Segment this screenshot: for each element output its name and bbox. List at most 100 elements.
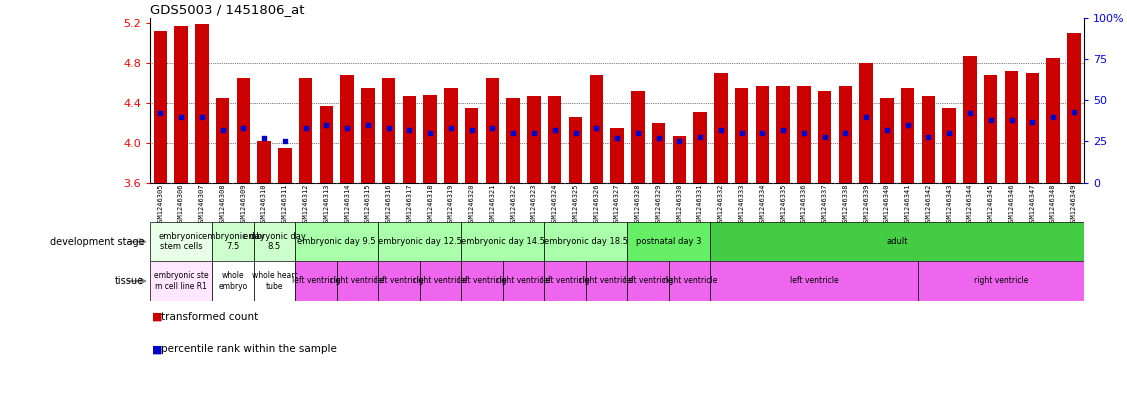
Bar xyxy=(419,261,461,301)
Text: right ventricle: right ventricle xyxy=(496,277,551,285)
Bar xyxy=(527,96,541,183)
Bar xyxy=(777,86,790,183)
Point xyxy=(691,133,709,140)
Text: GSM1246346: GSM1246346 xyxy=(1009,184,1014,226)
Text: GSM1246323: GSM1246323 xyxy=(531,184,536,226)
Text: GSM1246315: GSM1246315 xyxy=(365,184,371,226)
Text: tissue: tissue xyxy=(115,276,144,286)
Point xyxy=(609,135,627,141)
Bar xyxy=(544,261,586,301)
Bar xyxy=(631,91,645,183)
Bar xyxy=(710,261,919,301)
Point xyxy=(504,130,522,136)
Point xyxy=(961,110,979,117)
Bar xyxy=(922,96,935,183)
Text: GSM1246329: GSM1246329 xyxy=(656,184,662,226)
Point xyxy=(940,130,958,136)
Text: GSM1246339: GSM1246339 xyxy=(863,184,869,226)
Text: left ventricle: left ventricle xyxy=(541,277,589,285)
Bar xyxy=(150,261,212,301)
Bar xyxy=(295,222,379,261)
Bar xyxy=(278,148,292,183)
Text: GSM1246343: GSM1246343 xyxy=(947,184,952,226)
Text: GSM1246336: GSM1246336 xyxy=(801,184,807,226)
Bar xyxy=(611,128,623,183)
Point xyxy=(982,117,1000,123)
Point xyxy=(753,130,771,136)
Text: GSM1246309: GSM1246309 xyxy=(240,184,247,226)
Bar xyxy=(586,261,628,301)
Bar xyxy=(486,78,499,183)
Bar xyxy=(860,63,873,183)
Point xyxy=(421,130,440,136)
Text: GSM1246325: GSM1246325 xyxy=(573,184,578,226)
Bar xyxy=(628,261,669,301)
Bar xyxy=(340,75,354,183)
Bar xyxy=(710,222,1084,261)
Bar xyxy=(589,75,603,183)
Point xyxy=(878,127,896,133)
Bar xyxy=(548,96,561,183)
Bar xyxy=(880,98,894,183)
Bar xyxy=(797,86,810,183)
Bar xyxy=(379,222,461,261)
Text: GSM1246341: GSM1246341 xyxy=(905,184,911,226)
Bar xyxy=(569,117,583,183)
Text: GSM1246349: GSM1246349 xyxy=(1071,184,1076,226)
Bar xyxy=(465,108,479,183)
Point xyxy=(733,130,751,136)
Bar xyxy=(673,136,686,183)
Point xyxy=(545,127,564,133)
Point xyxy=(587,125,605,131)
Text: right ventricle: right ventricle xyxy=(414,277,468,285)
Text: GSM1246332: GSM1246332 xyxy=(718,184,724,226)
Text: GSM1246308: GSM1246308 xyxy=(220,184,225,226)
Point xyxy=(795,130,813,136)
Text: whole
embryo: whole embryo xyxy=(219,271,248,291)
Text: left ventricle: left ventricle xyxy=(624,277,673,285)
Text: postnatal day 3: postnatal day 3 xyxy=(636,237,702,246)
Point xyxy=(318,122,336,128)
Bar xyxy=(444,88,458,183)
Text: GSM1246333: GSM1246333 xyxy=(738,184,745,226)
Text: GSM1246342: GSM1246342 xyxy=(925,184,931,226)
Text: GDS5003 / 1451806_at: GDS5003 / 1451806_at xyxy=(150,4,304,17)
Point xyxy=(774,127,792,133)
Text: embryonic ste
m cell line R1: embryonic ste m cell line R1 xyxy=(153,271,208,291)
Point xyxy=(920,133,938,140)
Text: GSM1246313: GSM1246313 xyxy=(323,184,329,226)
Bar xyxy=(295,261,337,301)
Text: right ventricle: right ventricle xyxy=(663,277,717,285)
Bar xyxy=(544,222,628,261)
Text: GSM1246319: GSM1246319 xyxy=(447,184,454,226)
Point xyxy=(712,127,730,133)
Bar xyxy=(1026,73,1039,183)
Bar xyxy=(461,222,544,261)
Point xyxy=(296,125,314,131)
Bar xyxy=(337,261,379,301)
Text: percentile rank within the sample: percentile rank within the sample xyxy=(161,344,337,354)
Text: whole heart
tube: whole heart tube xyxy=(251,271,298,291)
Bar xyxy=(651,123,665,183)
Text: GSM1246316: GSM1246316 xyxy=(385,184,392,226)
Bar xyxy=(1005,71,1019,183)
Point xyxy=(629,130,647,136)
Text: GSM1246328: GSM1246328 xyxy=(635,184,641,226)
Bar xyxy=(379,261,419,301)
Text: GSM1246335: GSM1246335 xyxy=(780,184,787,226)
Bar xyxy=(693,112,707,183)
Text: development stage: development stage xyxy=(50,237,144,247)
Text: right ventricle: right ventricle xyxy=(974,277,1028,285)
Bar xyxy=(964,56,977,183)
Point xyxy=(1003,117,1021,123)
Text: GSM1246318: GSM1246318 xyxy=(427,184,433,226)
Point xyxy=(463,127,481,133)
Bar xyxy=(254,261,295,301)
Bar xyxy=(257,141,270,183)
Text: GSM1246327: GSM1246327 xyxy=(614,184,620,226)
Text: GSM1246320: GSM1246320 xyxy=(469,184,474,226)
Text: GSM1246337: GSM1246337 xyxy=(822,184,827,226)
Point xyxy=(649,135,667,141)
Point xyxy=(234,125,252,131)
Point xyxy=(151,110,169,117)
